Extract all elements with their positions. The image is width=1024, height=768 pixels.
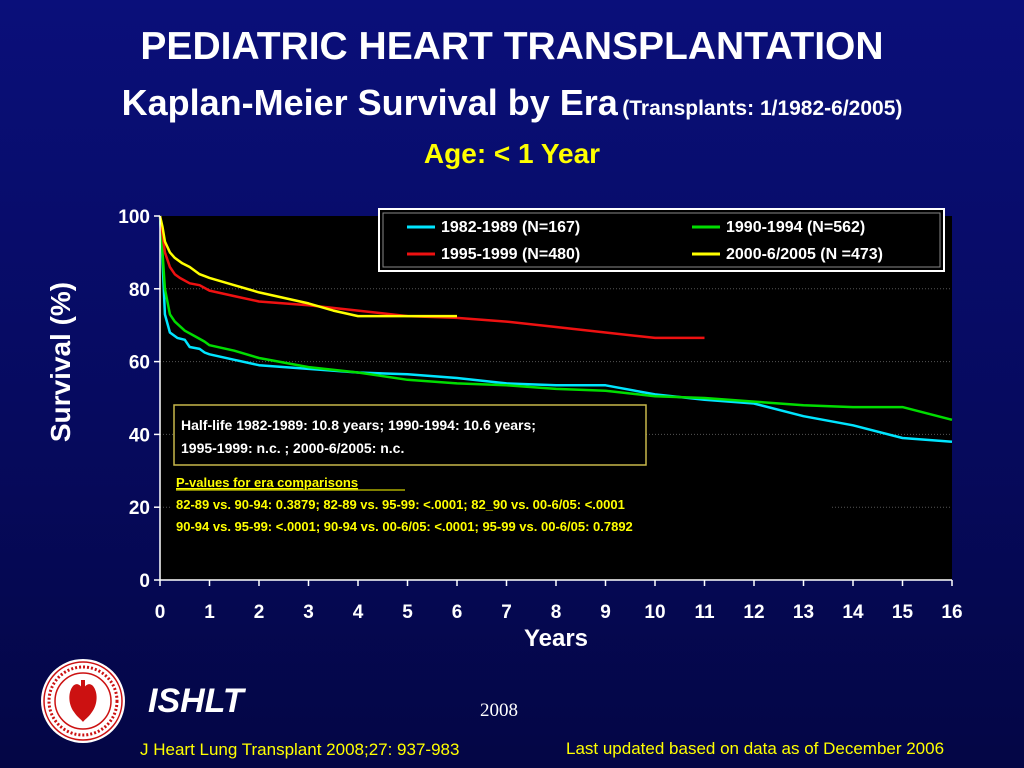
y-tick-labels: 0 20 40 60 80 100 bbox=[118, 207, 160, 592]
x-tick-labels: 0 1 2 3 4 5 6 7 8 9 10 11 12 13 14 15 16 bbox=[155, 580, 963, 623]
series-line-3 bbox=[158, 215, 705, 340]
page-title: PEDIATRIC HEART TRANSPLANTATION bbox=[140, 25, 884, 68]
x-tick-label-7: 7 bbox=[501, 602, 512, 623]
series-lines bbox=[158, 215, 953, 443]
half-life-line-1: Half-life 1982-1989: 10.8 years; 1990-19… bbox=[181, 417, 536, 433]
y-tick-label-100: 100 bbox=[118, 207, 150, 228]
x-tick-label-14: 14 bbox=[842, 602, 864, 623]
x-tick-label-8: 8 bbox=[551, 602, 562, 623]
x-tick-label-6: 6 bbox=[452, 602, 463, 623]
x-axis-label: Years bbox=[524, 625, 588, 652]
subtitle-transplant-range: (Transplants: 1/1982-6/2005) bbox=[622, 97, 903, 120]
x-tick-label-16: 16 bbox=[941, 602, 962, 623]
half-life-box bbox=[173, 404, 647, 466]
series-line-2 bbox=[158, 215, 953, 422]
x-tick-label-1: 1 bbox=[204, 602, 215, 623]
legend: 1982-1989 (N=167) 1990-1994 (N=562) 1995-1… bbox=[378, 208, 945, 272]
ishlt-seal-icon bbox=[41, 659, 125, 743]
x-tick-label-9: 9 bbox=[600, 602, 611, 623]
pvalues-line-2: 90-94 vs. 95-99: <.0001; 90-94 vs. 00-6/… bbox=[176, 519, 633, 534]
y-tick-label-60: 60 bbox=[129, 353, 150, 374]
legend-label-4: 2000-6/2005 (N =473) bbox=[726, 246, 883, 263]
y-tick-label-40: 40 bbox=[129, 425, 150, 446]
series-line-4 bbox=[158, 215, 457, 318]
age-subtitle: Age: < 1 Year bbox=[423, 138, 601, 169]
last-updated-note: Last updated based on data as of Decembe… bbox=[566, 739, 945, 758]
x-tick-label-11: 11 bbox=[694, 602, 715, 623]
y-tick-label-20: 20 bbox=[129, 498, 150, 519]
subtitle-main: Kaplan-Meier Survival by Era bbox=[121, 82, 618, 123]
ishlt-brand: ISHLT bbox=[148, 682, 244, 720]
pvalues-line-1: 82-89 vs. 90-94: 0.3879; 82-89 vs. 95-99… bbox=[176, 497, 625, 512]
x-tick-label-10: 10 bbox=[644, 602, 665, 623]
x-tick-label-0: 0 bbox=[155, 602, 166, 623]
pvalues-title: P-values for era comparisons bbox=[176, 475, 358, 490]
y-axis-label: Survival (%) bbox=[45, 282, 76, 442]
x-tick-label-5: 5 bbox=[402, 602, 413, 623]
x-tick-label-4: 4 bbox=[353, 602, 364, 623]
legend-inner-border bbox=[382, 212, 941, 268]
x-tick-label-12: 12 bbox=[743, 602, 764, 623]
publication-year: 2008 bbox=[480, 700, 518, 721]
x-tick-label-3: 3 bbox=[303, 602, 314, 623]
x-tick-label-15: 15 bbox=[892, 602, 914, 623]
legend-box bbox=[378, 208, 945, 272]
legend-label-3: 1995-1999 (N=480) bbox=[441, 246, 580, 263]
journal-citation: J Heart Lung Transplant 2008;27: 937-983 bbox=[140, 740, 460, 759]
half-life-annotation: Half-life 1982-1989: 10.8 years; 1990-19… bbox=[173, 404, 647, 466]
pvalues-backdrop bbox=[170, 470, 830, 542]
page-subtitle: Kaplan-Meier Survival by Era (Transplant… bbox=[0, 80, 1024, 134]
pvalues-annotation: P-values for era comparisons 82-89 vs. 9… bbox=[170, 470, 830, 542]
legend-label-2: 1990-1994 (N=562) bbox=[726, 219, 865, 236]
half-life-line-2: 1995-1999: n.c. ; 2000-6/2005: n.c. bbox=[181, 440, 404, 456]
legend-label-1: 1982-1989 (N=167) bbox=[441, 219, 580, 236]
y-tick-label-80: 80 bbox=[129, 280, 150, 301]
y-tick-label-0: 0 bbox=[139, 571, 150, 592]
x-tick-label-2: 2 bbox=[254, 602, 265, 623]
x-tick-label-13: 13 bbox=[793, 602, 814, 623]
